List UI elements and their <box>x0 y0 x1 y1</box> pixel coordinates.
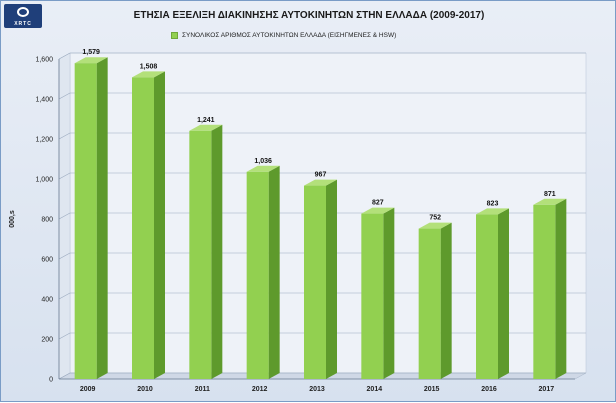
x-tick-label: 2011 <box>195 386 210 393</box>
legend-label: ΣΥΝΟΛΙΚΟΣ ΑΡΙΘΜΟΣ ΑΥΤΟΚΙΝΗΤΩΝ ΕΛΛΑΔΑ (ΕΙ… <box>182 32 397 40</box>
y-gridline <box>58 52 586 60</box>
bar <box>189 130 212 379</box>
x-tick-label: 2016 <box>481 386 497 393</box>
bar <box>361 213 384 379</box>
y-tick-label: 0 <box>49 377 53 384</box>
y-tick-label: 1,600 <box>35 57 53 64</box>
x-tick-label: 2014 <box>367 386 383 393</box>
y-gridline <box>58 292 586 300</box>
y-tick-label: 400 <box>41 297 53 304</box>
bar <box>74 63 97 379</box>
y-tick-label: 600 <box>41 257 53 264</box>
logo-text: XRTC <box>14 21 32 27</box>
company-logo: XRTC <box>4 4 42 28</box>
y-gridline <box>58 92 586 100</box>
bar-top <box>304 179 337 186</box>
x-tick-label: 2009 <box>80 386 96 393</box>
bar <box>246 171 269 379</box>
bar-side <box>96 57 108 379</box>
y-tick-label: 1,000 <box>35 177 53 184</box>
data-label: 1,508 <box>140 63 158 70</box>
bar <box>132 77 154 380</box>
data-label: 827 <box>372 200 384 207</box>
data-label: 752 <box>429 215 441 222</box>
chart-title: ΕΤΗΣΙΑ ΕΞΕΛΙΞΗ ΔΙΑΚΙΝΗΣΗΣ ΑΥΤΟΚΙΝΗΤΩΝ ΣΤ… <box>133 10 485 21</box>
y-tick-label: 800 <box>41 217 53 224</box>
data-label: 1,241 <box>197 117 215 124</box>
bar-top <box>189 124 223 131</box>
bar-side <box>154 71 165 380</box>
bar-side <box>498 208 509 379</box>
y-gridline <box>58 332 586 340</box>
bar-top <box>418 222 452 229</box>
y-gridline <box>58 252 586 260</box>
bar-top <box>132 71 165 78</box>
bar-side <box>268 165 280 379</box>
y-tick-label: 200 <box>41 337 53 344</box>
y-tick-label: 1,200 <box>35 137 53 144</box>
bar-top <box>246 165 280 172</box>
y-gridline <box>58 132 586 140</box>
y-gridline <box>58 212 586 220</box>
bar-top <box>74 57 108 64</box>
y-tick-label: 1,400 <box>35 97 53 104</box>
bar-side <box>555 198 567 379</box>
x-tick-label: 2017 <box>539 386 555 393</box>
data-label: 1,036 <box>254 158 272 165</box>
data-label: 871 <box>544 191 556 198</box>
bar-top <box>533 198 567 205</box>
x-tick-label: 2013 <box>309 386 325 393</box>
bar-top <box>476 208 509 215</box>
bar-side <box>440 222 452 379</box>
data-label: 1,579 <box>82 49 100 56</box>
legend-swatch <box>171 32 178 39</box>
bar-side <box>383 207 395 379</box>
bar <box>533 204 556 379</box>
y-gridline <box>58 372 586 380</box>
logo-mark-icon <box>17 7 29 17</box>
x-tick-label: 2010 <box>137 386 153 393</box>
bar-side <box>326 179 337 379</box>
x-tick-label: 2012 <box>252 386 268 393</box>
bar <box>304 185 326 379</box>
data-label: 967 <box>315 172 327 179</box>
x-tick-label: 2015 <box>424 386 440 393</box>
chart-legend: ΣΥΝΟΛΙΚΟΣ ΑΡΙΘΜΟΣ ΑΥΤΟΚΙΝΗΤΩΝ ΕΛΛΑΔΑ (ΕΙ… <box>171 32 396 39</box>
y-axis-title: 000,s <box>9 210 16 228</box>
bar-side <box>211 124 223 379</box>
bar <box>418 228 441 379</box>
data-label: 823 <box>487 200 499 207</box>
y-gridline <box>58 172 586 180</box>
bar <box>476 214 498 379</box>
bar-top <box>361 207 395 214</box>
